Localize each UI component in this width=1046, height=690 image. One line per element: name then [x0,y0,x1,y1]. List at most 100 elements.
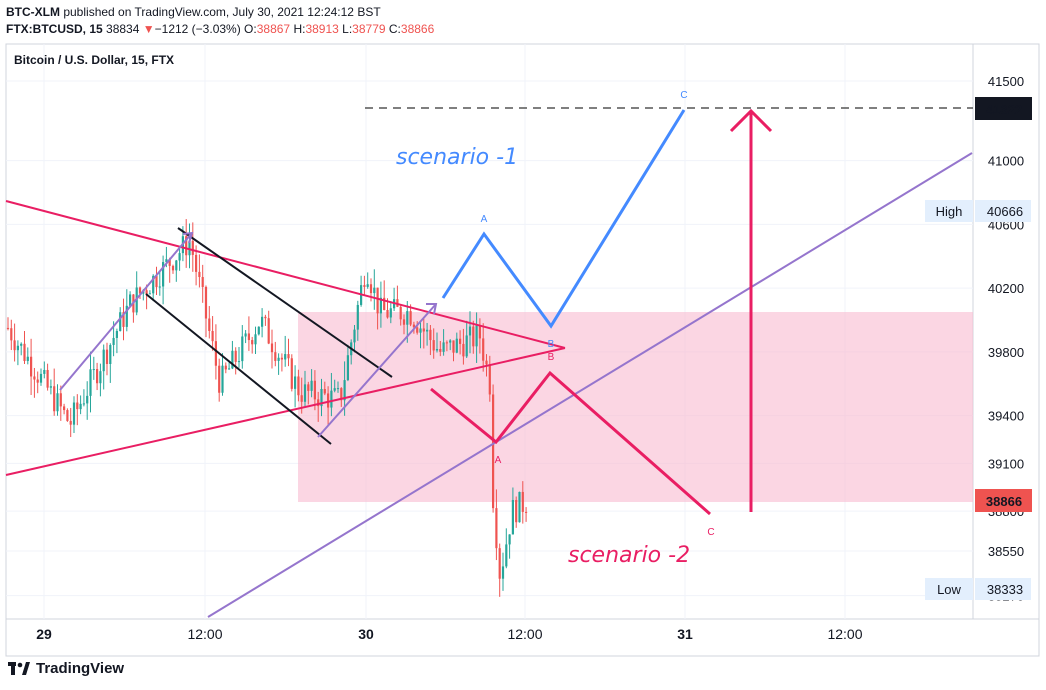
candle-body [294,376,297,389]
time-tick-label: 29 [36,626,52,642]
candle-body [310,380,313,391]
candle-body [168,259,171,266]
low-value-bg [975,578,1031,600]
candle-body [297,376,300,396]
candle-body [442,342,445,352]
candle-body [412,324,415,328]
candle-body [6,327,10,329]
candle-body [79,403,82,410]
candle-body [445,342,448,344]
candle-body [379,297,382,314]
scenario2-path [430,370,711,516]
candle-body [16,345,19,351]
candle-body [43,369,46,374]
tradingview-footer: TradingView [8,660,124,677]
candle-body [66,410,69,421]
candle-body [145,290,148,295]
price-tick-label: 39800 [988,345,1024,360]
candle-body [495,508,498,549]
candle-body [96,369,99,384]
price-axis[interactable]: 4150041000406004020039800394003910038800… [988,74,1024,604]
open-value: 38867 [256,22,291,36]
high-value: 38913 [305,22,339,36]
low-price-label: Low 38333 [925,578,1031,600]
candle-body [26,356,29,361]
s1-label-b: B [548,339,555,350]
candle-body [521,491,524,512]
low-label: L: [342,22,353,36]
candle-body [69,420,72,425]
candle-body [228,368,231,370]
candle-body [171,265,175,271]
candle-body [485,360,488,365]
candle-body [317,399,320,407]
time-axis[interactable]: 29 12:00 30 12:00 31 12:00 [36,626,863,642]
candle-body [23,343,26,361]
candle-body [505,544,508,567]
pink-trendline-lower [5,347,566,476]
candle-body [158,286,161,288]
candle-body [261,316,264,327]
candle-body [511,500,514,535]
candle-body [102,349,105,372]
candle-body [518,491,521,523]
candle-body [356,304,359,330]
candle-body [313,380,316,400]
candle-body [426,329,429,332]
candle-body [488,364,491,395]
low-label-text: Low [937,582,961,597]
candle-body [515,500,518,523]
candle-body [478,325,481,339]
candle-body [353,329,356,343]
candle-body [162,262,165,287]
candle-body [251,340,254,345]
candle-body [33,376,36,380]
candle-body [56,393,59,412]
candle-body [373,287,376,294]
candle-body [89,369,92,396]
candle-body [36,379,39,383]
candle-body [320,388,323,407]
candle-body [82,403,85,405]
symbol-ohlc: FTX:BTCUSD, 15 38834 ▼−1212 (−3.03%) O:3… [6,22,434,36]
candle-body [63,406,66,411]
candle-body [333,388,336,391]
candle-body [221,365,224,393]
candle-body [234,350,237,362]
time-tick-label: 12:00 [827,626,862,642]
candle-body [198,271,201,278]
candle-body [86,395,89,404]
candle-body [501,566,505,579]
candle-body [422,328,425,332]
target-tag-bg [975,97,1032,120]
channel-line-upper [177,227,393,378]
candle-body [492,394,495,509]
target-arrow-head [729,108,773,133]
close-label: C: [388,22,401,36]
candle-body [129,294,132,306]
candle-body [195,254,198,272]
candle-body [439,348,442,352]
candle-body [475,325,478,347]
candle-body [369,284,373,294]
candle-body [383,297,386,311]
candle-body [432,340,435,351]
high-label-text: High [936,204,963,219]
candle-body [264,316,267,319]
candle-body [455,338,458,353]
candle-body [459,338,462,344]
open-label: O: [244,22,257,36]
candle-body [237,361,241,363]
candles [6,219,528,597]
candle-body [178,253,181,261]
candle-body [336,388,340,390]
candle-body [165,259,168,263]
scenario1-path [441,109,686,329]
s2-label-b: B [548,352,555,363]
s1-label-a: A [481,214,488,225]
purple-wave-up [59,232,193,391]
candle-body [419,328,422,333]
tradingview-brand: TradingView [36,660,125,677]
high-value-bg [975,200,1031,222]
